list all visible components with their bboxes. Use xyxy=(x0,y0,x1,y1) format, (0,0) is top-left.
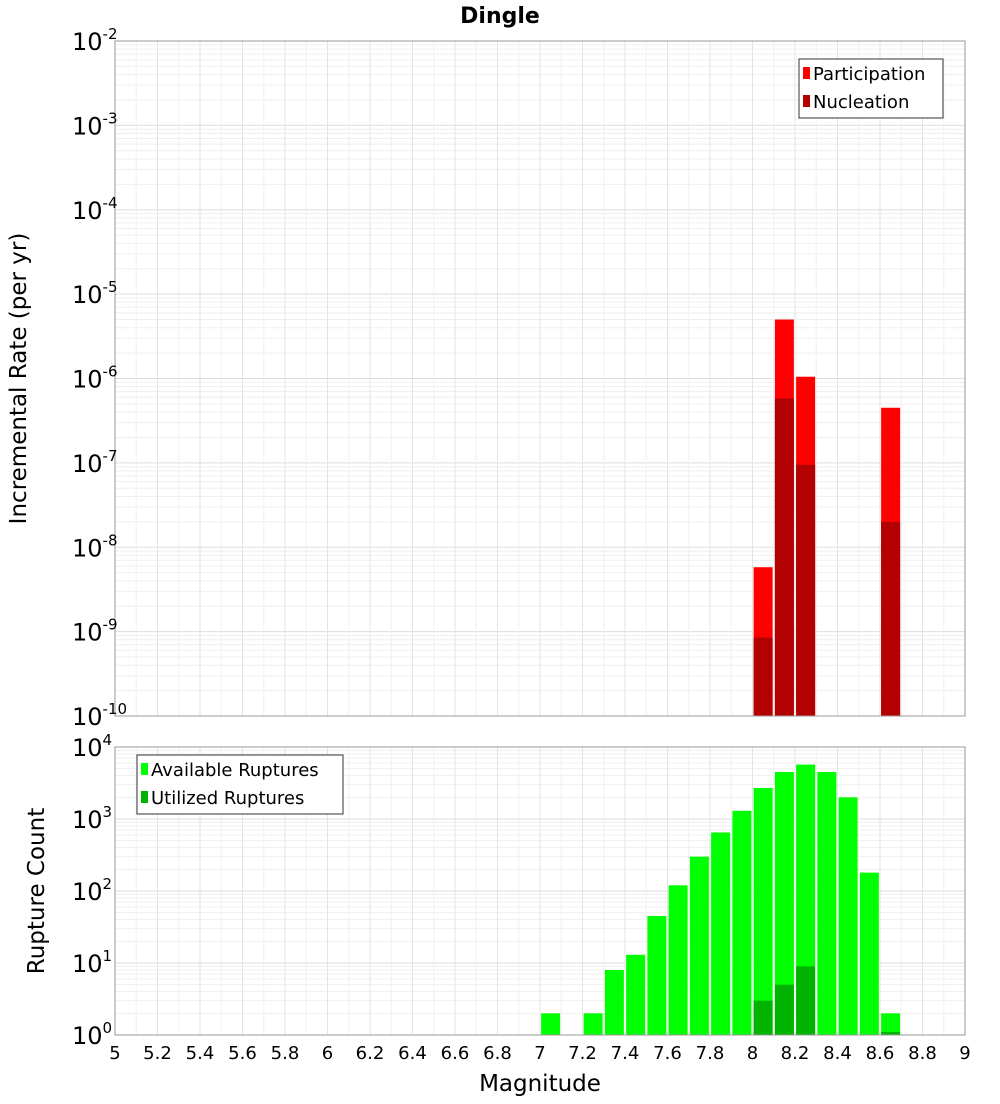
bar xyxy=(796,464,816,716)
bar xyxy=(668,885,688,1035)
x-tick-label: 7 xyxy=(534,1043,545,1064)
x-tick-label: 6.8 xyxy=(483,1043,512,1064)
legend: Available Ruptures Utilized Ruptures xyxy=(136,754,344,815)
x-tick-label: 8 xyxy=(747,1043,758,1064)
series-nucleation xyxy=(753,398,901,716)
x-tick-label: 7.6 xyxy=(653,1043,682,1064)
plot-border xyxy=(114,40,966,717)
legend-label: Utilized Ruptures xyxy=(151,788,304,809)
grid-lines xyxy=(114,41,966,717)
bar xyxy=(753,787,773,1035)
bar xyxy=(881,1032,901,1035)
bar xyxy=(817,771,837,1035)
bar xyxy=(859,872,879,1035)
x-tick-label: 5.2 xyxy=(143,1043,172,1064)
chart-panel-2: 100 101 102 103 104 Rupture Count 5 5.2 5.4 5.6 5.… xyxy=(24,731,971,1097)
bar xyxy=(647,915,667,1035)
bar xyxy=(711,832,731,1035)
x-tick-label: 7.4 xyxy=(611,1043,640,1064)
legend: Participation Nucleation xyxy=(798,58,944,119)
bar xyxy=(626,954,646,1035)
y-tick-label: 101 xyxy=(72,947,112,978)
bar xyxy=(881,521,901,716)
y-tick-label: 10-5 xyxy=(72,278,118,309)
bar xyxy=(774,398,794,716)
y-tick-label: 10-10 xyxy=(72,700,127,731)
x-tick-label: 7.2 xyxy=(568,1043,597,1064)
x-tick-labels: 5 5.2 5.4 5.6 5.8 6 6.2 6.4 6.6 6.8 7 7.2 7.4 7.6 7.8 8… xyxy=(109,1043,970,1064)
y-tick-label: 103 xyxy=(72,803,112,834)
x-tick-label: 5.8 xyxy=(271,1043,300,1064)
y-tick-label: 10-6 xyxy=(72,363,118,394)
legend-swatch xyxy=(141,791,148,803)
bar xyxy=(753,1000,773,1035)
y-tick-label: 104 xyxy=(72,731,112,762)
y-tick-label: 102 xyxy=(72,875,112,906)
legend-label: Participation xyxy=(813,64,925,85)
plot-border xyxy=(114,746,966,1036)
bar xyxy=(583,1013,603,1035)
bar xyxy=(753,637,773,716)
series-utilized-ruptures xyxy=(753,966,901,1035)
y-tick-label: 10-2 xyxy=(72,25,118,56)
chart-panel-1: 10-10 10-9 10-8 10-7 10-6 10-5 10-4 10-3 10-2 Inc… xyxy=(6,25,966,731)
y-tick-labels: 10-10 10-9 10-8 10-7 10-6 10-5 10-4 10-3 10-2 xyxy=(72,25,127,731)
x-tick-label: 6 xyxy=(322,1043,333,1064)
bar xyxy=(774,984,794,1035)
legend-swatch xyxy=(141,763,148,775)
x-axis-title: Magnitude xyxy=(479,1071,601,1097)
y-axis-title: Rupture Count xyxy=(24,808,50,974)
legend-label: Available Ruptures xyxy=(151,760,319,781)
x-tick-label: 5.4 xyxy=(186,1043,215,1064)
legend-box xyxy=(798,58,944,119)
y-tick-label: 10-9 xyxy=(72,616,118,647)
y-tick-label: 10-3 xyxy=(72,109,118,140)
x-tick-label: 8.8 xyxy=(908,1043,937,1064)
x-tick-label: 6.4 xyxy=(398,1043,427,1064)
x-tick-label: 8.4 xyxy=(823,1043,852,1064)
x-tick-label: 5 xyxy=(109,1043,120,1064)
y-tick-label: 10-7 xyxy=(72,447,118,478)
y-tick-label: 10-4 xyxy=(72,194,118,225)
y-tick-labels: 100 101 102 103 104 xyxy=(72,731,112,1050)
y-tick-label: 100 xyxy=(72,1019,112,1050)
y-tick-label: 10-8 xyxy=(72,531,118,562)
bar xyxy=(541,1013,561,1035)
bar xyxy=(604,969,624,1035)
x-tick-label: 6.6 xyxy=(441,1043,470,1064)
bar xyxy=(774,771,794,1035)
chart-title: Dingle xyxy=(460,4,540,29)
bar xyxy=(838,797,858,1035)
x-tick-label: 9 xyxy=(959,1043,970,1064)
legend-swatch xyxy=(803,95,810,107)
legend-label: Nucleation xyxy=(813,92,909,113)
bar xyxy=(689,856,709,1035)
x-tick-label: 8.2 xyxy=(781,1043,810,1064)
x-tick-label: 8.6 xyxy=(866,1043,895,1064)
bar xyxy=(881,1013,901,1035)
x-tick-label: 5.6 xyxy=(228,1043,257,1064)
x-tick-label: 7.8 xyxy=(696,1043,725,1064)
legend-box xyxy=(136,754,344,815)
x-tick-label: 6.2 xyxy=(356,1043,385,1064)
legend-swatch xyxy=(803,67,810,79)
bar xyxy=(796,966,816,1035)
y-axis-title: Incremental Rate (per yr) xyxy=(6,233,32,525)
bar xyxy=(732,810,752,1035)
